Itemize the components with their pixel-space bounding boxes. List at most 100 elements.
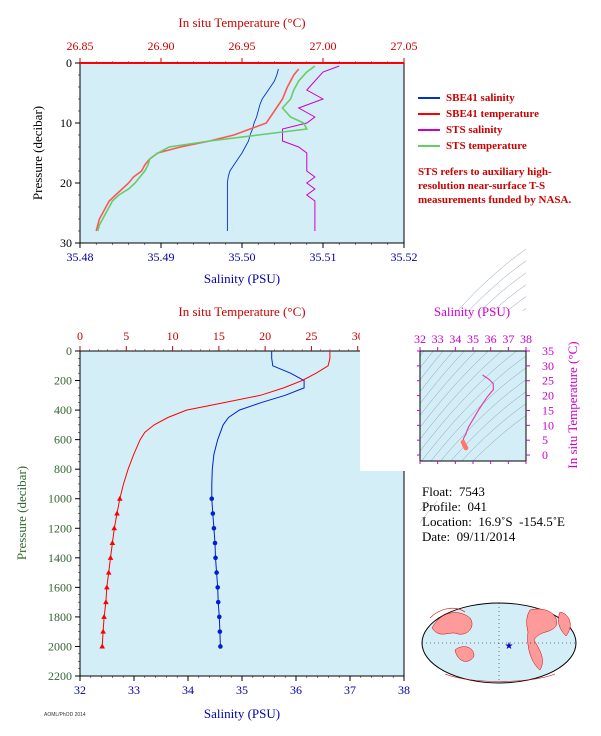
bottom-x-tick-label: 34 xyxy=(182,683,194,697)
temperature-point xyxy=(111,525,118,531)
bottom-x-tick-label: 36 xyxy=(290,683,302,697)
bottom-x2-tick-label: 15 xyxy=(213,329,225,343)
float-position-star-icon: ★ xyxy=(505,641,514,652)
bottom-y-tick-label: 200 xyxy=(54,374,72,388)
bottom-chart: 3233343536373805101520253035020040060080… xyxy=(14,304,410,721)
bottom-chart-top-axis-label: In situ Temperature (°C) xyxy=(178,304,305,319)
map-land-americas xyxy=(526,608,557,671)
salinity-point xyxy=(210,511,216,516)
legend-label: SBE41 salinity xyxy=(446,92,515,104)
legend-label: STS temperature xyxy=(446,140,527,152)
bottom-y-tick-label: 2200 xyxy=(48,669,72,683)
ts-y-tick-label: 15 xyxy=(542,403,554,417)
ts-y-tick-label: 30 xyxy=(542,359,554,373)
date: Date: 09/11/2014 xyxy=(422,529,516,544)
temperature-point xyxy=(117,495,123,501)
top-chart-left-axis-label: Pressure (decibar) xyxy=(30,106,45,200)
bottom-x2-tick-label: 25 xyxy=(305,329,317,343)
top-x2-tick-label: 26.90 xyxy=(148,39,175,53)
ts-x-tick-label: 36 xyxy=(485,332,497,346)
salinity-point xyxy=(215,585,220,590)
credit-text: AOML/PhOD 2014 xyxy=(44,712,86,718)
bottom-y-tick-label: 600 xyxy=(54,433,72,447)
ts-x-tick-label: 37 xyxy=(502,332,514,346)
top-y-tick-label: 0 xyxy=(66,56,72,70)
salinity-point xyxy=(211,525,217,531)
legend-sbe41-temperature: SBE41 temperature xyxy=(418,108,539,122)
temperature-point xyxy=(101,613,107,619)
top-chart: 35.48 35.49 35.50 35.51 35.52 26.85 26.90 26.95… xyxy=(30,15,418,286)
top-x-tick-label: 35.51 xyxy=(310,250,337,264)
location: Location: 16.9˚S -154.5˚E xyxy=(422,514,565,529)
bottom-y-tick-label: 400 xyxy=(54,403,72,417)
map-land-australia xyxy=(454,646,475,662)
legend-swatch xyxy=(418,129,440,132)
ts-x-tick-label: 33 xyxy=(432,332,444,346)
ts-mask-top xyxy=(420,311,526,351)
salinity-point xyxy=(213,555,218,561)
bottom-y-tick-label: 1600 xyxy=(48,580,72,594)
top-chart-top-axis-label: In situ Temperature (°C) xyxy=(178,15,305,30)
top-chart-ticks: 35.48 35.49 35.50 35.51 35.52 26.85 26.90 26.95… xyxy=(60,39,418,264)
bottom-x2-tick-label: 10 xyxy=(167,329,179,343)
bottom-y-tick-label: 1000 xyxy=(48,492,72,506)
ts-chart-series xyxy=(460,374,494,451)
salinity-point xyxy=(217,614,222,620)
ts-mask-right xyxy=(526,311,566,471)
top-x-tick-label: 35.48 xyxy=(67,250,94,264)
legend-label: SBE41 temperature xyxy=(446,108,539,120)
bottom-x2-tick-label: 0 xyxy=(77,329,83,343)
legend-label: STS salinity xyxy=(446,124,503,136)
ts-right-axis-label: In situ Temperature (°C) xyxy=(565,341,580,468)
top-x2-tick-label: 26.95 xyxy=(229,39,256,53)
temperature-point xyxy=(109,540,116,546)
legend-swatch xyxy=(418,97,440,100)
top-series-line xyxy=(97,65,316,232)
bottom-salinity-line xyxy=(211,351,305,647)
ts-x-tick-label: 32 xyxy=(414,332,426,346)
ts-plot-area xyxy=(419,350,527,462)
top-series-line xyxy=(282,65,340,231)
top-x2-tick-label: 27.00 xyxy=(310,39,337,53)
ts-y-tick-label: 35 xyxy=(542,344,554,358)
ts-mask-bottom xyxy=(420,461,526,501)
legend-sts-salinity: STS salinity xyxy=(418,124,503,138)
bottom-y-tick-label: 2000 xyxy=(48,639,72,653)
salinity-point xyxy=(217,629,223,634)
bottom-plot-area xyxy=(79,350,405,677)
top-y-tick-label: 10 xyxy=(60,116,72,130)
density-contour xyxy=(419,367,527,476)
ts-top-axis-label: Salinity (PSU) xyxy=(434,304,510,319)
top-x2-tick-label: 27.05 xyxy=(391,39,418,53)
bottom-temperature-line xyxy=(101,351,331,647)
legend-swatch xyxy=(418,113,440,116)
top-x-tick-label: 35.50 xyxy=(229,250,256,264)
ts-y-tick-label: 0 xyxy=(542,448,548,462)
ts-y-tick-label: 10 xyxy=(542,418,554,432)
legend-sbe41-salinity: SBE41 salinity xyxy=(418,92,515,106)
map-land-antarctica xyxy=(444,673,556,682)
map-land-europe-africa xyxy=(558,611,571,637)
temperature-point xyxy=(103,599,109,605)
ts-y-tick-label: 5 xyxy=(542,433,548,447)
bottom-y-tick-label: 1200 xyxy=(48,521,72,535)
bottom-x-tick-label: 32 xyxy=(74,683,86,697)
bottom-x2-tick-label: 5 xyxy=(123,329,129,343)
bottom-chart-left-axis-label: Pressure (decibar) xyxy=(14,466,29,560)
salinity-point xyxy=(218,644,223,649)
top-chart-bottom-axis-label: Salinity (PSU) xyxy=(204,271,280,286)
top-x-tick-label: 35.52 xyxy=(391,250,418,264)
map-land-asia xyxy=(431,612,473,635)
ts-mask-left xyxy=(360,311,420,471)
bottom-x-tick-label: 37 xyxy=(344,683,356,697)
top-series-line xyxy=(95,68,300,232)
bottom-x-tick-label: 35 xyxy=(236,683,248,697)
ts-x-tick-label: 38 xyxy=(520,332,532,346)
bottom-y-tick-label: 1800 xyxy=(48,610,72,624)
map-land-north xyxy=(429,607,466,619)
bottom-x-tick-label: 38 xyxy=(398,683,410,697)
profile-number: Profile: 041 xyxy=(422,499,487,514)
bottom-chart-bottom-axis-label: Salinity (PSU) xyxy=(204,706,280,721)
temperature-point xyxy=(114,510,120,516)
